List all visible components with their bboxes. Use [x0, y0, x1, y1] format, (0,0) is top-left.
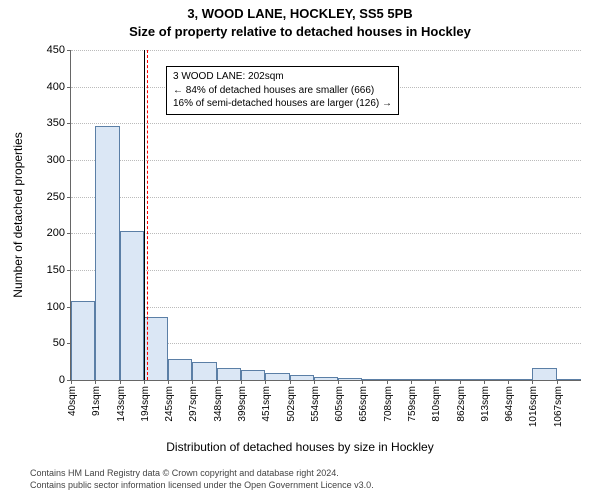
y-axis-title: Number of detached properties: [11, 132, 25, 297]
ytick-label: 0: [59, 374, 71, 386]
chart-title-line1: 3, WOOD LANE, HOCKLEY, SS5 5PB: [0, 6, 600, 21]
xtick-label: 708sqm: [383, 386, 394, 422]
reference-line: [147, 50, 148, 380]
xtick-label: 810sqm: [431, 386, 442, 422]
histogram-bar: [484, 379, 508, 380]
annotation-line1: 3 WOOD LANE: 202sqm: [173, 70, 392, 84]
xtick-label: 862sqm: [456, 386, 467, 422]
xtick-mark: [290, 380, 291, 384]
xtick-mark: [120, 380, 121, 384]
histogram-bar: [557, 379, 581, 380]
histogram-bar: [532, 368, 556, 380]
attribution: Contains HM Land Registry data © Crown c…: [0, 468, 600, 491]
xtick-mark: [217, 380, 218, 384]
histogram-bar: [168, 359, 192, 380]
annotation-box: 3 WOOD LANE: 202sqm ← 84% of detached ho…: [166, 66, 399, 115]
xtick-mark: [265, 380, 266, 384]
xtick-mark: [314, 380, 315, 384]
reference-line: [144, 50, 145, 380]
xtick-mark: [435, 380, 436, 384]
xtick-label: 194sqm: [140, 386, 151, 422]
chart-title-line2: Size of property relative to detached ho…: [0, 24, 600, 39]
histogram-bar: [120, 231, 144, 380]
ytick-label: 100: [47, 301, 71, 313]
xtick-mark: [192, 380, 193, 384]
ytick-label: 300: [47, 154, 71, 166]
xtick-mark: [508, 380, 509, 384]
histogram-bar: [435, 379, 459, 380]
histogram-bar: [71, 301, 95, 380]
xtick-label: 656sqm: [358, 386, 369, 422]
xtick-label: 40sqm: [67, 386, 78, 416]
plot-area: 05010015020025030035040045040sqm91sqm143…: [70, 50, 581, 381]
histogram-bar: [192, 362, 216, 380]
ytick-label: 50: [53, 337, 71, 349]
chart-container: 3, WOOD LANE, HOCKLEY, SS5 5PB Size of p…: [0, 0, 600, 500]
xtick-label: 1016sqm: [528, 386, 539, 427]
xtick-label: 143sqm: [116, 386, 127, 422]
xtick-mark: [71, 380, 72, 384]
ytick-label: 400: [47, 81, 71, 93]
xtick-label: 913sqm: [480, 386, 491, 422]
xtick-label: 91sqm: [91, 386, 102, 416]
xtick-label: 245sqm: [164, 386, 175, 422]
xtick-mark: [144, 380, 145, 384]
xtick-label: 605sqm: [334, 386, 345, 422]
histogram-bar: [460, 379, 484, 380]
xtick-mark: [168, 380, 169, 384]
attribution-line1: Contains HM Land Registry data © Crown c…: [30, 468, 600, 480]
xtick-mark: [387, 380, 388, 384]
xtick-label: 451sqm: [261, 386, 272, 422]
xtick-label: 399sqm: [237, 386, 248, 422]
annotation-line2: ← 84% of detached houses are smaller (66…: [173, 84, 392, 98]
histogram-bar: [508, 379, 532, 380]
xtick-mark: [460, 380, 461, 384]
histogram-bar: [338, 378, 362, 380]
ytick-label: 150: [47, 264, 71, 276]
xtick-label: 502sqm: [286, 386, 297, 422]
xtick-label: 964sqm: [504, 386, 515, 422]
histogram-bar: [411, 379, 435, 380]
histogram-bar: [265, 373, 289, 380]
xtick-label: 554sqm: [310, 386, 321, 422]
histogram-bar: [95, 126, 119, 380]
xtick-label: 348sqm: [213, 386, 224, 422]
ytick-label: 350: [47, 117, 71, 129]
xtick-mark: [557, 380, 558, 384]
histogram-bar: [241, 370, 265, 380]
ytick-label: 450: [47, 44, 71, 56]
xtick-mark: [95, 380, 96, 384]
xtick-label: 759sqm: [407, 386, 418, 422]
xtick-mark: [241, 380, 242, 384]
histogram-bar: [217, 368, 241, 380]
histogram-bar: [314, 377, 338, 380]
histogram-bar: [290, 375, 314, 380]
xtick-mark: [362, 380, 363, 384]
attribution-line2: Contains public sector information licen…: [30, 480, 600, 492]
xtick-mark: [411, 380, 412, 384]
xtick-label: 297sqm: [188, 386, 199, 422]
xtick-mark: [338, 380, 339, 384]
histogram-bar: [387, 379, 411, 380]
annotation-line3: 16% of semi-detached houses are larger (…: [173, 97, 392, 111]
xtick-mark: [484, 380, 485, 384]
histogram-bar: [362, 379, 386, 380]
x-axis-title: Distribution of detached houses by size …: [0, 440, 600, 454]
ytick-label: 250: [47, 191, 71, 203]
xtick-mark: [532, 380, 533, 384]
xtick-label: 1067sqm: [553, 386, 564, 427]
ytick-label: 200: [47, 227, 71, 239]
